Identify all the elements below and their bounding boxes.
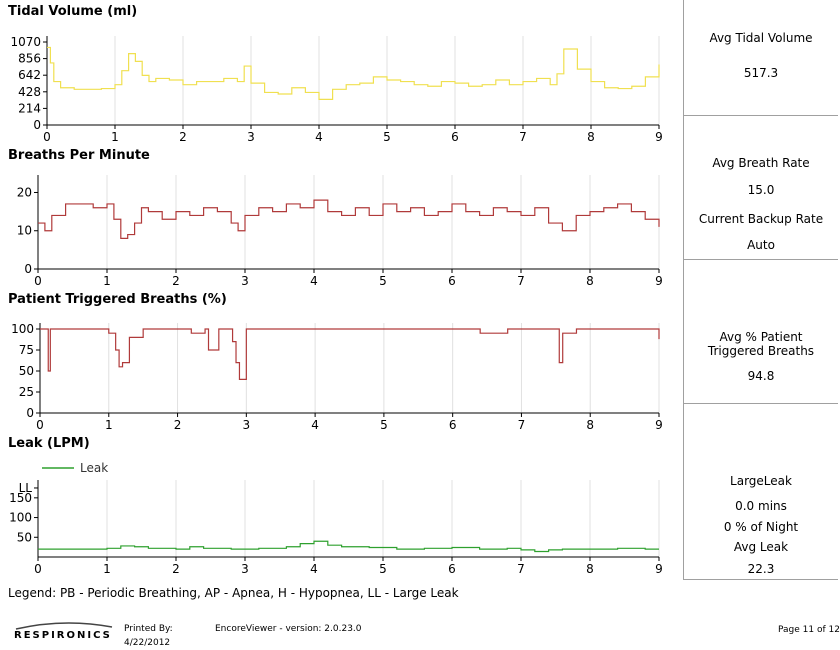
x-tick-label: 5 xyxy=(379,274,387,288)
y-tick-label: 20 xyxy=(17,185,32,199)
x-tick-label: 1 xyxy=(103,274,111,288)
x-tick-label: 0 xyxy=(34,562,42,576)
x-tick-label: 7 xyxy=(518,418,526,432)
x-tick-label: 5 xyxy=(379,562,387,576)
page-number: Page 11 of 12 xyxy=(778,625,840,635)
x-tick-label: 9 xyxy=(655,562,663,576)
x-tick-label: 0 xyxy=(34,274,42,288)
y-tick-label: 642 xyxy=(18,68,41,82)
x-tick-label: 4 xyxy=(315,130,323,144)
y-tick-label: 0 xyxy=(33,118,41,132)
x-tick-label: 3 xyxy=(247,130,255,144)
series-line xyxy=(38,199,660,239)
x-tick-label: 9 xyxy=(655,418,663,432)
y-tick-label: 25 xyxy=(19,385,34,399)
x-tick-label: 4 xyxy=(310,274,318,288)
y-tick-label: 856 xyxy=(18,52,41,66)
x-tick-label: 1 xyxy=(105,418,113,432)
y-tick-label: 10 xyxy=(17,224,32,238)
x-tick-label: 6 xyxy=(448,274,456,288)
x-tick-label: 7 xyxy=(517,274,525,288)
chart-panel-0: 1070 856 642 428 214 00 1 2 3 4 5 6 7 8 9 xyxy=(10,35,662,144)
avg-tidal-value: 517.3 xyxy=(743,66,779,80)
avg-breath-rate-label: Avg Breath Rate xyxy=(712,156,810,170)
x-tick-label: 5 xyxy=(380,418,388,432)
x-tick-label: 3 xyxy=(241,562,249,576)
x-tick-label: 8 xyxy=(586,418,594,432)
avg-triggered-label-2: Triggered Breaths xyxy=(707,344,815,358)
x-tick-label: 4 xyxy=(311,418,319,432)
x-tick-label: 0 xyxy=(36,418,44,432)
avg-triggered-label-1: Avg % Patient xyxy=(719,330,803,344)
avg-triggered-value: 94.8 xyxy=(747,369,775,383)
large-leak-pct: 0 % of Night xyxy=(723,520,799,534)
x-tick-label: 5 xyxy=(383,130,391,144)
y-tick-label: 75 xyxy=(19,343,34,357)
x-tick-label: 1 xyxy=(103,562,111,576)
x-tick-label: 7 xyxy=(517,562,525,576)
y-tick-label: 50 xyxy=(19,364,34,378)
patient-triggered-title: Patient Triggered Breaths (%) xyxy=(8,292,227,307)
x-tick-label: 9 xyxy=(655,130,663,144)
x-tick-label: 6 xyxy=(449,418,457,432)
backup-rate-value: Auto xyxy=(747,238,775,252)
x-tick-label: 8 xyxy=(587,130,595,144)
printed-by-label: Printed By: xyxy=(124,624,173,634)
y-tick-label: 214 xyxy=(18,101,41,115)
x-tick-label: 3 xyxy=(241,274,249,288)
y-tick-label: 150 xyxy=(9,491,32,505)
y-tick-label: 50 xyxy=(17,530,32,544)
x-tick-label: 3 xyxy=(243,418,251,432)
y-tick-label: 0 xyxy=(24,262,32,276)
series-line xyxy=(40,328,660,380)
x-tick-label: 6 xyxy=(451,130,459,144)
backup-rate-label: Current Backup Rate xyxy=(698,212,824,226)
printed-date: 4/22/2012 xyxy=(124,638,171,648)
breath-rate-summary-box: Avg Breath Rate 15.0 Current Backup Rate… xyxy=(683,116,838,260)
respironics-logo: RESPIRONICS xyxy=(14,630,112,641)
y-tick-label: LL xyxy=(19,481,33,495)
breaths-per-minute-title: Breaths Per Minute xyxy=(8,148,150,163)
avg-breath-rate-value: 15.0 xyxy=(747,183,775,197)
triggered-summary-box: Avg % Patient Triggered Breaths 94.8 xyxy=(683,260,838,404)
avg-leak-value: 22.3 xyxy=(747,562,775,576)
x-tick-label: 4 xyxy=(310,562,318,576)
version-text: EncoreViewer - version: 2.0.23.0 xyxy=(215,624,362,634)
series-line xyxy=(47,46,660,101)
respironics-swoosh-icon xyxy=(15,622,113,630)
large-leak-label: LargeLeak xyxy=(730,474,792,488)
leak-title: Leak (LPM) xyxy=(8,436,90,451)
y-tick-label: 100 xyxy=(11,322,34,336)
x-tick-label: 2 xyxy=(172,274,180,288)
x-tick-label: 8 xyxy=(586,562,594,576)
x-tick-label: 8 xyxy=(586,274,594,288)
avg-tidal-label: Avg Tidal Volume xyxy=(709,31,813,45)
large-leak-mins: 0.0 mins xyxy=(735,499,787,513)
y-tick-label: 100 xyxy=(9,511,32,525)
x-tick-label: 2 xyxy=(179,130,187,144)
legend-label: Leak xyxy=(80,461,108,475)
series-line xyxy=(38,540,659,553)
avg-leak-label: Avg Leak xyxy=(733,540,789,554)
x-tick-label: 6 xyxy=(448,562,456,576)
x-tick-label: 7 xyxy=(519,130,527,144)
legend-note: Legend: PB - Periodic Breathing, AP - Ap… xyxy=(8,586,459,600)
x-tick-label: 2 xyxy=(172,562,180,576)
x-tick-label: 0 xyxy=(43,130,51,144)
y-tick-label: 1070 xyxy=(10,35,41,49)
x-tick-label: 9 xyxy=(655,274,663,288)
chart-panel-2: 100 75 50 25 00 1 2 3 4 5 6 7 8 9 xyxy=(11,322,663,432)
y-tick-label: 428 xyxy=(18,85,41,99)
x-tick-label: 2 xyxy=(174,418,182,432)
leak-summary-box: LargeLeak 0.0 mins 0 % of Night Avg Leak… xyxy=(683,404,838,580)
tidal-volume-title: Tidal Volume (ml) xyxy=(8,4,138,19)
y-tick-label: 0 xyxy=(26,406,34,420)
tidal-summary-box: Avg Tidal Volume 517.3 xyxy=(683,0,838,116)
chart-panel-1: 20 10 00 1 2 3 4 5 6 7 8 9 xyxy=(17,175,663,288)
x-tick-label: 1 xyxy=(111,130,119,144)
